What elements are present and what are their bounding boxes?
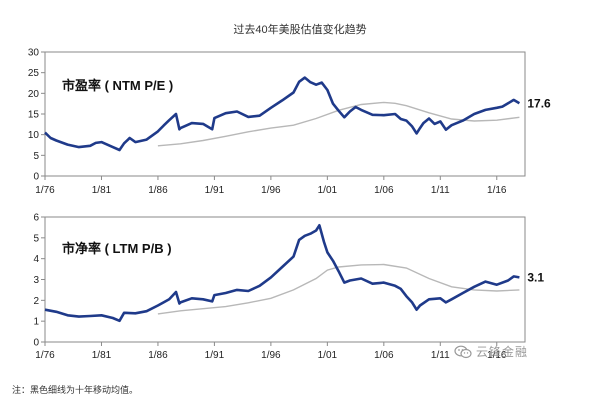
chart-1-y-tick-label: 0 <box>33 172 39 183</box>
watermark-text: 云锋金融 <box>476 345 529 359</box>
chart-2-x-tick-label: 1/86 <box>148 350 168 361</box>
chart-1-moving-average-line <box>157 101 520 147</box>
chart-2-y-tick-label: 6 <box>33 213 39 224</box>
chart-2-y-tick-label: 5 <box>33 233 39 244</box>
chart-2-frame <box>44 216 526 343</box>
footnote: 注：黑色细线为十年移动均值。 <box>12 385 139 395</box>
chart-2-x-tick-label: 1/81 <box>92 350 112 361</box>
chart-1-x-tick-label: 1/81 <box>92 185 112 196</box>
chart-1-x-tick-label: 1/96 <box>261 185 281 196</box>
chart-2-x-tick-label: 1/16 <box>487 350 507 361</box>
chart-1-x-tick-label: 1/01 <box>318 185 338 196</box>
chart-1-frame <box>44 51 526 177</box>
chart-1-y-tick-label: 15 <box>28 110 40 121</box>
chart-1-x-tick-label: 1/06 <box>374 185 394 196</box>
chart-2-y-tick-label: 4 <box>33 254 39 265</box>
chart-1-x-tick-label: 1/91 <box>205 185 225 196</box>
chart-2-x-tick-label: 1/06 <box>374 350 394 361</box>
chart-1-x-tick-label: 1/86 <box>148 185 168 196</box>
page-title: 过去40年美股估值变化趋势 <box>233 24 367 36</box>
chart-2-x-tick-label: 1/11 <box>431 350 450 361</box>
watermark: 云锋金融 <box>454 343 528 360</box>
chart-2-y-tick-label: 2 <box>33 296 39 307</box>
chart-1-panel-label: 市盈率 ( NTM P/E ) <box>62 78 173 93</box>
chart-1-x-tick-label: 1/16 <box>487 185 507 196</box>
chart-1-y-tick-label: 20 <box>28 89 40 100</box>
chart-2-y-tick-label: 3 <box>33 275 39 286</box>
chart-2-valuation-line <box>44 224 520 323</box>
chart-2-y-tick-label: 1 <box>33 317 39 328</box>
chart-2-end-value-label: 3.1 <box>527 270 544 284</box>
chart-1-valuation-line <box>44 76 521 152</box>
chart-1-end-value-label: 17.6 <box>527 96 551 110</box>
chart-1-x-tick-label: 1/76 <box>35 185 55 196</box>
wechat-icon <box>454 345 472 358</box>
chart-2-y-tick-label: 0 <box>33 338 39 349</box>
chart-1-y-tick-label: 10 <box>28 130 40 141</box>
chart-1-x-tick-label: 1/11 <box>431 185 450 196</box>
chart-2-x-tick-label: 1/01 <box>318 350 338 361</box>
chart-1-y-tick-label: 5 <box>33 151 39 162</box>
chart-2-x-tick-label: 1/76 <box>35 350 55 361</box>
chart-2-moving-average-line <box>157 263 520 315</box>
chart-2-panel-label: 市净率 ( LTM P/B ) <box>62 241 172 256</box>
chart-2-x-tick-label: 1/96 <box>261 350 281 361</box>
chart-1-y-tick-label: 30 <box>28 48 40 59</box>
chart-2-x-tick-label: 1/91 <box>205 350 225 361</box>
chart-1-y-tick-label: 25 <box>28 68 40 79</box>
